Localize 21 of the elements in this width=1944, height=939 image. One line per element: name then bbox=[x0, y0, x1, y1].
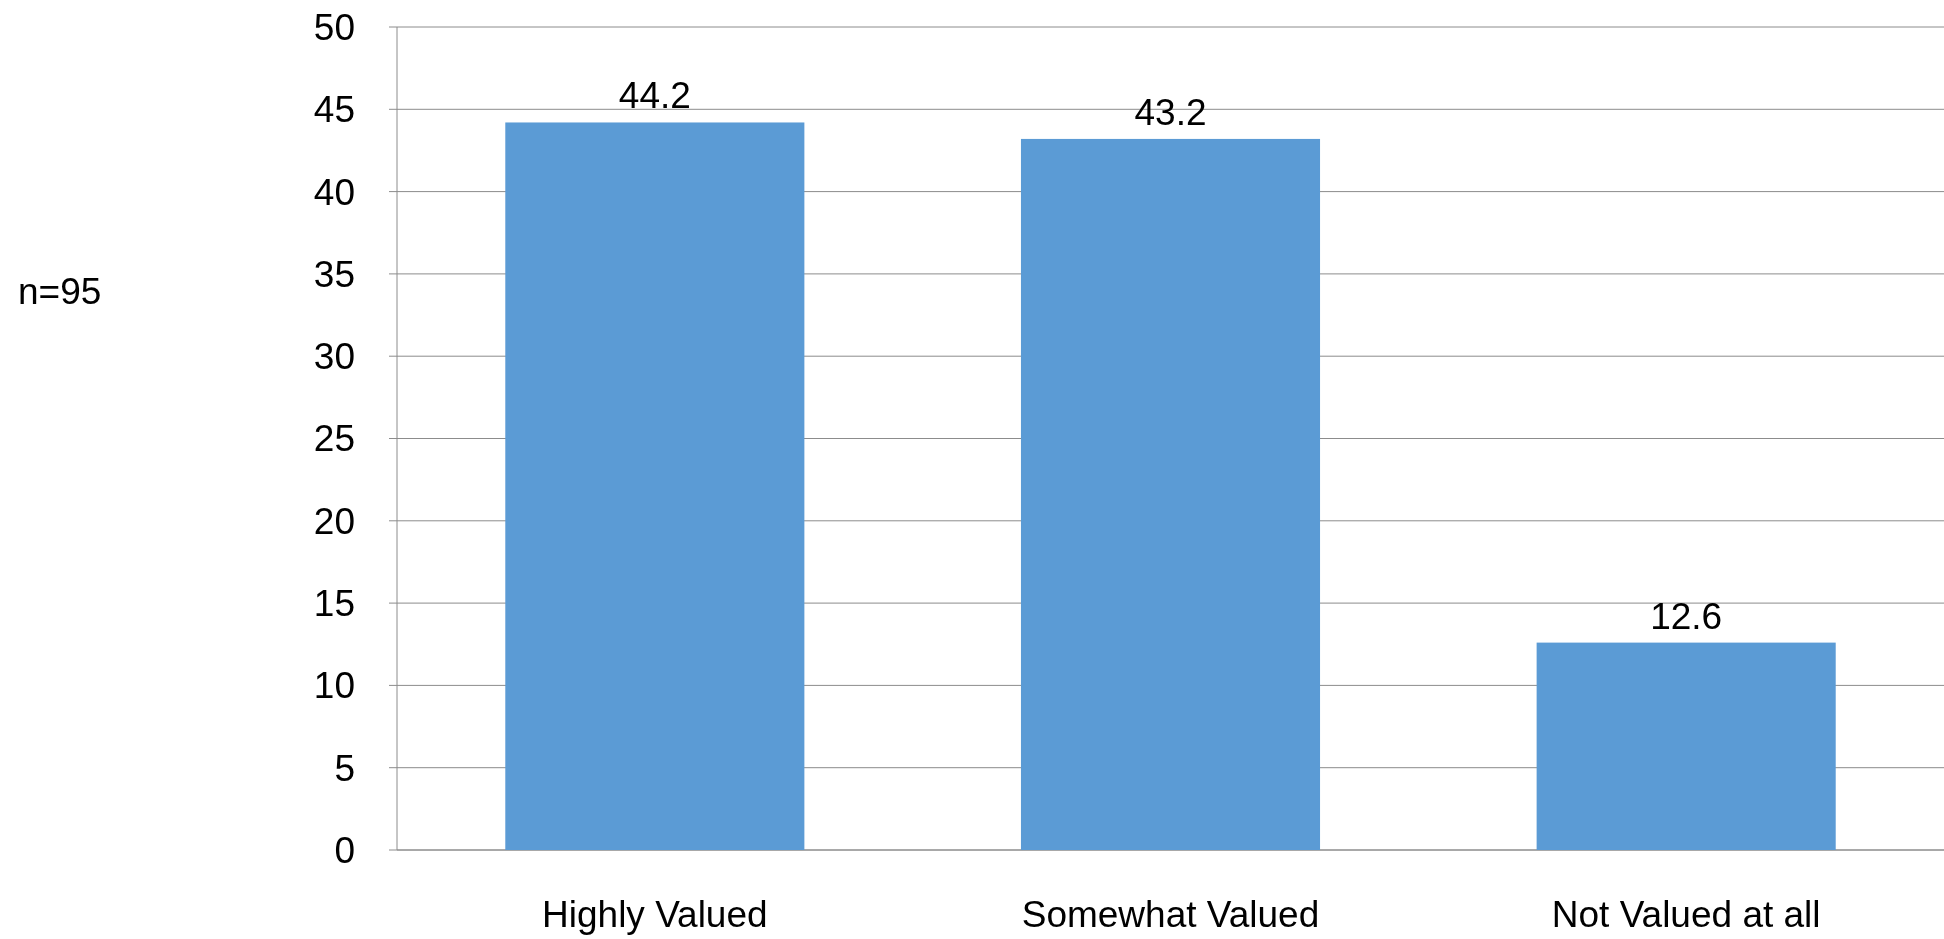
y-tick-label: 35 bbox=[313, 253, 355, 295]
y-tick-label: 15 bbox=[313, 583, 355, 625]
text: n=95 bbox=[18, 271, 102, 312]
y-tick-label: 30 bbox=[313, 336, 355, 378]
y-tick-label: 0 bbox=[334, 829, 355, 871]
y-tick-label: 20 bbox=[313, 500, 355, 542]
x-tick-label: Not Valued at all bbox=[1551, 894, 1821, 935]
y-tick-label: 40 bbox=[313, 171, 355, 213]
y-tick-label: 5 bbox=[334, 747, 355, 789]
y-tick-label: 45 bbox=[313, 89, 355, 131]
y-tick-label: 10 bbox=[313, 665, 355, 707]
data-label: 43.2 bbox=[1134, 91, 1207, 133]
x-tick-label: Somewhat Valued bbox=[1021, 894, 1320, 935]
bar bbox=[505, 122, 805, 850]
data-label: 44.2 bbox=[618, 75, 691, 117]
x-tick-label: Highly Valued bbox=[542, 894, 768, 935]
y-tick-label: 50 bbox=[313, 6, 355, 48]
bar bbox=[1020, 138, 1321, 850]
y-tick-label: 25 bbox=[313, 418, 355, 460]
data-label: 12.6 bbox=[1650, 595, 1723, 637]
bar bbox=[1536, 642, 1836, 850]
